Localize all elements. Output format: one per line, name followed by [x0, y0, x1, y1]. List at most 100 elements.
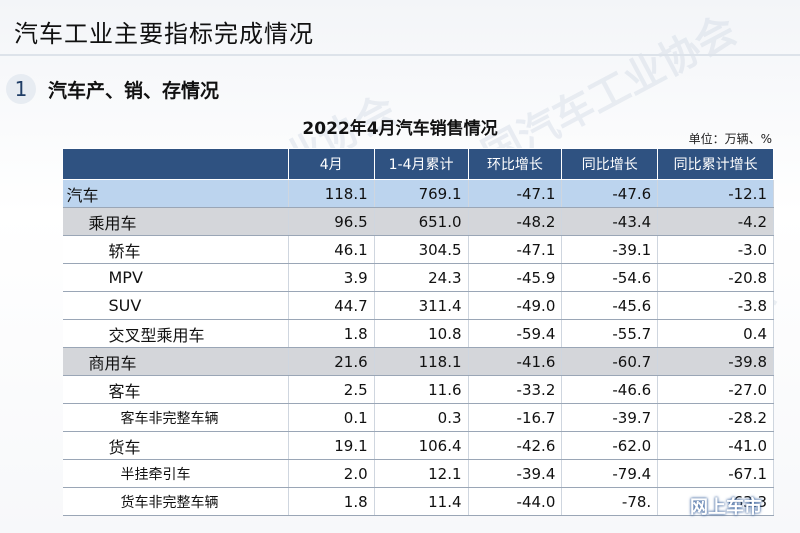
table-cell: -47.1: [468, 235, 563, 264]
table-cell: -46.6: [561, 375, 659, 404]
row-label: 货车: [62, 431, 289, 460]
column-header: 同比累计增长: [657, 148, 774, 180]
table-cell: 12.1: [374, 459, 469, 488]
table-cell: -3.8: [657, 291, 774, 320]
column-header: 4月: [287, 148, 375, 180]
table-row: 汽车 118.1 769.1 -47.1 -47.6 -12.1: [62, 179, 774, 208]
table-cell: 0.1: [288, 403, 375, 432]
row-label: 乘用车: [62, 207, 289, 236]
column-header: [62, 148, 289, 180]
table-cell: 24.3: [374, 263, 469, 292]
table-cell: 304.5: [374, 235, 469, 264]
table-cell: -59.4: [468, 319, 563, 348]
column-header: 1-4月累计: [373, 148, 469, 180]
row-label: 汽车: [62, 179, 289, 208]
table-cell: 651.0: [374, 207, 469, 236]
table-cell: -28.2: [657, 403, 774, 432]
table-row: 轿车 46.1 304.5 -47.1 -39.1 -3.0: [62, 235, 774, 264]
table-cell: -54.6: [561, 263, 659, 292]
table-cell: -27.0: [657, 375, 774, 404]
table-body: 汽车 118.1 769.1 -47.1 -47.6 -12.1 乘用车 96.5 651.0-…: [62, 179, 774, 516]
title-divider: [0, 54, 800, 56]
table-cell: 44.7: [288, 291, 375, 320]
table-cell: 19.1: [288, 431, 375, 460]
page-title: 汽车工业主要指标完成情况: [14, 20, 314, 48]
table-cell: -16.7: [468, 403, 563, 432]
row-label: SUV: [62, 291, 289, 320]
row-label: 交叉型乘用车: [62, 319, 289, 348]
table-row: 客车非完整车辆 0.1 0.3 -16.7 -39.7 -28.2: [62, 403, 774, 432]
table-cell: -33.2: [468, 375, 563, 404]
table-cell: 118.1: [374, 347, 469, 376]
table-cell: -62.0: [561, 431, 659, 460]
table-cell: -55.7: [561, 319, 659, 348]
table-cell: -60.7: [561, 347, 659, 376]
table-cell: -79.4: [561, 459, 659, 488]
table-row: 半挂牵引车 2.0 12.1 -39.4 -79.4 -67.1: [62, 459, 774, 488]
table-cell: -41.0: [657, 431, 774, 460]
section-title: 汽车产、销、存情况: [48, 80, 220, 102]
table-cell: 311.4: [374, 291, 469, 320]
row-label: 客车非完整车辆: [62, 403, 289, 432]
table-cell: 21.6: [288, 347, 375, 376]
table-cell: 10.8: [374, 319, 469, 348]
sales-table: 4月 1-4月累计 环比增长 同比增长 同比累计增长 汽车 118.1 769.1 -47.1…: [62, 148, 774, 516]
table-row: 客车 2.5 11.6 -33.2 -46.6 -27.0: [62, 375, 774, 404]
table-cell: -39.4: [468, 459, 563, 488]
table-row: SUV 44.7 311.4 -49.0 -45.6 -3.8: [62, 291, 774, 320]
table-cell: 96.5: [288, 207, 375, 236]
row-label: 轿车: [62, 235, 289, 264]
row-label: 货车非完整车辆: [62, 487, 289, 516]
table-cell: 118.1: [288, 179, 375, 208]
table-cell: -4.2: [657, 207, 774, 236]
table-cell: -78.: [561, 487, 659, 516]
table-cell: 2.0: [288, 459, 375, 488]
table-cell: -45.6: [561, 291, 659, 320]
column-header: 环比增长: [467, 148, 563, 180]
table-cell: -47.1: [468, 179, 563, 208]
table-title: 2022年4月汽车销售情况: [302, 119, 498, 139]
table-cell: -39.7: [561, 403, 659, 432]
table-cell: 11.4: [374, 487, 469, 516]
table-cell: -47.6: [561, 179, 659, 208]
table-cell: -67.1: [657, 459, 774, 488]
table-cell: 2.5: [288, 375, 375, 404]
table-cell: -42.6: [468, 431, 563, 460]
row-label: 商用车: [62, 347, 289, 376]
table-cell: -12.1: [657, 179, 774, 208]
table-cell: 1.8: [288, 487, 375, 516]
table-cell: 3.9: [288, 263, 375, 292]
table-cell: -20.8: [657, 263, 774, 292]
table-row: 乘用车 96.5 651.0 -48.2 -43.4 -4.2: [62, 207, 774, 236]
table-row: 货车非完整车辆 1.8 11.4 -44.0 -78. -63.3: [62, 487, 774, 516]
table-cell: 11.6: [374, 375, 469, 404]
table-cell: 0.3: [374, 403, 469, 432]
section-number-badge: 1: [6, 74, 36, 104]
table-cell: -43.4: [561, 207, 659, 236]
table-cell: -39.1: [561, 235, 659, 264]
row-label: MPV: [62, 263, 289, 292]
table-row: 交叉型乘用车 1.8 10.8 -59.4 -55.7 0.4: [62, 319, 774, 348]
table-cell: 106.4: [374, 431, 469, 460]
table-cell: -48.2: [468, 207, 563, 236]
table-cell: -44.0: [468, 487, 563, 516]
table-cell: -63.3: [657, 487, 774, 516]
table-cell: 0.4: [657, 319, 774, 348]
table-cell: -41.6: [468, 347, 563, 376]
row-label: 客车: [62, 375, 289, 404]
table-cell: 769.1: [374, 179, 469, 208]
table-cell: 1.8: [288, 319, 375, 348]
unit-label: 单位：万辆、%: [688, 132, 772, 146]
table-row: MPV 3.9 24.3 -45.9 -54.6 -20.8: [62, 263, 774, 292]
table-cell: -49.0: [468, 291, 563, 320]
table-cell: 46.1: [288, 235, 375, 264]
table-cell: -3.0: [657, 235, 774, 264]
table-cell: -39.8: [657, 347, 774, 376]
row-label: 半挂牵引车: [62, 459, 289, 488]
column-header: 同比增长: [561, 148, 659, 180]
table-row: 商用车 21.6 118.1 -41.6 -60.7 -39.8: [62, 347, 774, 376]
table-header-row: 4月 1-4月累计 环比增长 同比增长 同比累计增长: [62, 148, 774, 180]
table-cell: -45.9: [468, 263, 563, 292]
table-row: 货车 19.1 106.4 -42.6 -62.0 -41.0: [62, 431, 774, 460]
site-logo: 网上车市: [690, 497, 762, 518]
